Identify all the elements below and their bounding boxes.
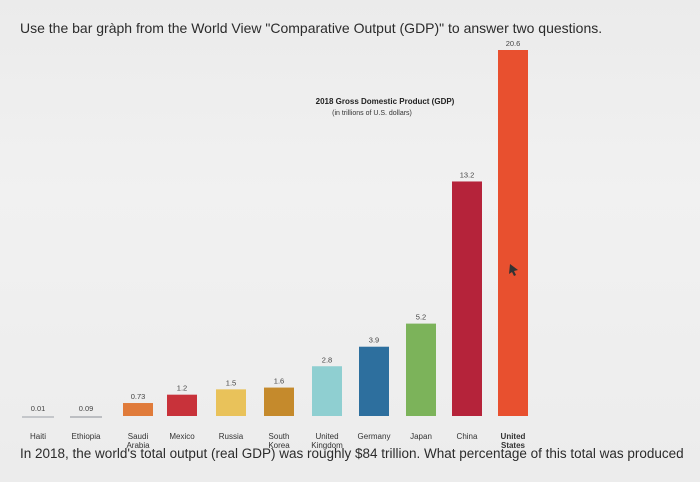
question-text-bottom: In 2018, the world's total output (real … (20, 446, 684, 461)
category-label: Korea (268, 441, 290, 450)
question-text-top: Use the bar gràph from the World View "C… (20, 20, 603, 36)
value-label: 1.6 (274, 377, 284, 386)
value-label: 20.6 (506, 39, 521, 48)
chart-title: 2018 Gross Domestic Product (GDP) (316, 97, 455, 106)
value-label: 3.9 (369, 336, 379, 345)
category-label: Ethiopia (72, 432, 101, 441)
bar-united-kingdom (312, 366, 342, 416)
value-label: 0.09 (79, 404, 94, 413)
category-label: United (501, 432, 526, 441)
cursor-arrow-icon (509, 264, 518, 276)
category-label: South (269, 432, 290, 441)
value-label: 1.5 (226, 378, 236, 387)
value-label: 0.73 (131, 392, 146, 401)
value-label: 5.2 (416, 313, 426, 322)
value-label: 0.01 (31, 404, 46, 413)
bars-layer (22, 50, 528, 418)
category-label: United (315, 432, 338, 441)
category-label: Germany (358, 432, 391, 441)
category-label: Mexico (169, 432, 195, 441)
category-label: Saudi (128, 432, 149, 441)
chart-subtitle: (in trillions of U.S. dollars) (332, 110, 412, 117)
bar-south-korea (264, 387, 294, 416)
category-label: Arabia (126, 441, 150, 450)
value-label: 13.2 (460, 170, 475, 179)
category-label: States (501, 441, 526, 450)
value-label: 2.8 (322, 355, 332, 364)
bar-china (452, 181, 482, 416)
bar-saudi-arabia (123, 403, 153, 416)
category-label: Haiti (30, 432, 46, 441)
bar-germany (359, 346, 389, 416)
bar-russia (216, 389, 246, 416)
bar-japan (406, 323, 436, 416)
category-label: Kingdom (311, 441, 343, 450)
category-label: China (457, 432, 478, 441)
category-label: Japan (410, 432, 432, 441)
value-label: 1.2 (177, 384, 187, 393)
bar-mexico (167, 394, 197, 416)
category-label: Russia (219, 432, 244, 441)
bar-united-states (498, 50, 528, 416)
